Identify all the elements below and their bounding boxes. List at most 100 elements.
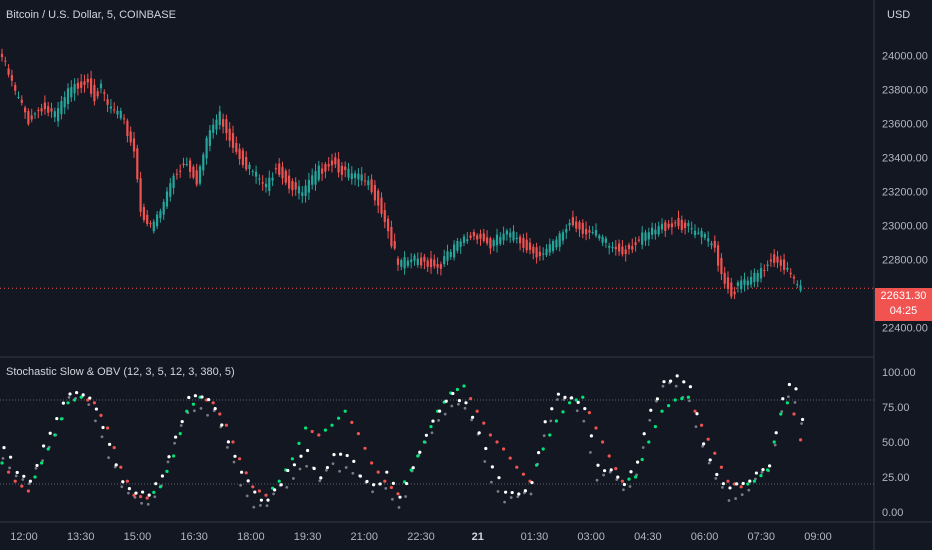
candle-body	[126, 120, 129, 137]
symbol-title[interactable]: Bitcoin / U.S. Dollar, 5, COINBASE	[6, 9, 176, 21]
candle-body	[499, 236, 502, 244]
candle-body	[439, 264, 442, 269]
obv-dot	[94, 407, 98, 411]
obv-dot	[2, 446, 6, 450]
indicator-tick-label: 25.00	[882, 472, 910, 484]
candle-body	[528, 242, 532, 250]
candle-body	[119, 110, 122, 119]
obv-dot	[669, 379, 673, 383]
candle-body	[357, 173, 360, 180]
candle-body	[165, 191, 169, 207]
candle-body	[66, 88, 70, 104]
candle-body	[304, 185, 307, 196]
candle-body	[707, 238, 710, 242]
signal-dot	[595, 478, 599, 482]
stoch-dot	[640, 457, 644, 462]
candle-body	[522, 238, 525, 248]
candle-body	[231, 133, 235, 148]
stoch-dot	[277, 479, 281, 483]
stoch-dot	[508, 456, 512, 460]
indicator-tick-label: 0.00	[882, 507, 903, 519]
candle-body	[756, 273, 759, 282]
candle-body	[561, 232, 565, 241]
stoch-dot	[257, 489, 261, 493]
candle-body	[93, 84, 96, 102]
candle-body	[4, 60, 7, 62]
time-tick-label: 16:30	[180, 531, 208, 543]
time-tick-label: 19:30	[294, 531, 322, 543]
candlestick-series	[0, 48, 802, 300]
obv-dot	[246, 479, 250, 483]
stoch-dot	[475, 409, 479, 413]
stoch-dot	[139, 495, 143, 499]
candle-body	[314, 171, 317, 185]
obv-dot	[721, 482, 726, 486]
signal-dot	[556, 398, 559, 401]
time-axis[interactable]: 12:00 13:30 15:00 16:30 18:00 19:30 21:00 22:30…	[10, 531, 832, 543]
candle-body	[255, 171, 258, 177]
signal-dot	[694, 425, 698, 429]
obv-dot	[589, 434, 594, 438]
obv-dot	[715, 472, 719, 477]
signal-dot	[14, 474, 18, 478]
time-tick-label: 12:00	[10, 531, 38, 543]
candle-body	[641, 232, 644, 245]
signal-dot	[331, 462, 335, 466]
price-axis[interactable]: 24000.00 23800.00 23600.00 23400.00 23200.00…	[882, 51, 928, 519]
candle-body	[799, 285, 802, 291]
candle-body	[317, 165, 320, 180]
obv-dot	[81, 393, 85, 397]
candle-body	[472, 231, 475, 237]
signal-dot	[437, 418, 440, 422]
obv-dot	[101, 425, 105, 430]
obv-dot	[141, 490, 145, 494]
candle-body	[162, 201, 165, 215]
candle-body	[429, 258, 433, 268]
candle-body	[261, 182, 264, 184]
candle-body	[251, 171, 254, 173]
obv-dot	[312, 466, 316, 471]
obv-dot	[147, 493, 151, 497]
candle-body	[730, 282, 733, 297]
signal-dot	[140, 501, 144, 505]
signal-dot	[641, 446, 645, 449]
candle-body	[274, 168, 277, 170]
candle-body	[189, 160, 192, 172]
indicator-tick-label: 100.00	[882, 367, 916, 379]
candle-body	[37, 110, 40, 112]
candle-body	[330, 160, 334, 166]
candle-body	[406, 260, 409, 266]
time-tick-label: 04:30	[634, 531, 662, 543]
candle-body	[218, 111, 221, 126]
obv-dot	[563, 395, 567, 399]
candle-body	[238, 148, 241, 160]
candle-body	[169, 183, 172, 197]
candle-body	[703, 233, 706, 238]
stoch-dot	[92, 401, 96, 405]
signal-dot	[292, 477, 295, 480]
candle-body	[24, 107, 27, 113]
candle-body	[469, 235, 472, 238]
obv-dot	[477, 431, 481, 435]
indicator-title[interactable]: Stochastic Slow & OBV (12, 3, 5, 12, 3, …	[6, 366, 235, 378]
candle-body	[779, 259, 782, 266]
obv-dot	[134, 491, 138, 495]
obv-dot	[418, 450, 422, 454]
candle-body	[713, 240, 716, 248]
obv-dot	[28, 479, 32, 483]
candle-body	[783, 259, 786, 270]
candle-body	[103, 92, 106, 94]
signal-dot	[325, 468, 328, 472]
candle-body	[476, 235, 479, 240]
stoch-dot	[620, 479, 625, 483]
candle-body	[350, 173, 353, 180]
candle-body	[70, 87, 73, 98]
stoch-dot	[422, 440, 426, 444]
price-tick-label: 23600.00	[882, 119, 928, 131]
candle-body	[185, 164, 188, 166]
candle-body	[601, 236, 604, 243]
candle-body	[416, 258, 419, 266]
stoch-dot	[244, 471, 248, 475]
signal-dot	[589, 451, 592, 454]
